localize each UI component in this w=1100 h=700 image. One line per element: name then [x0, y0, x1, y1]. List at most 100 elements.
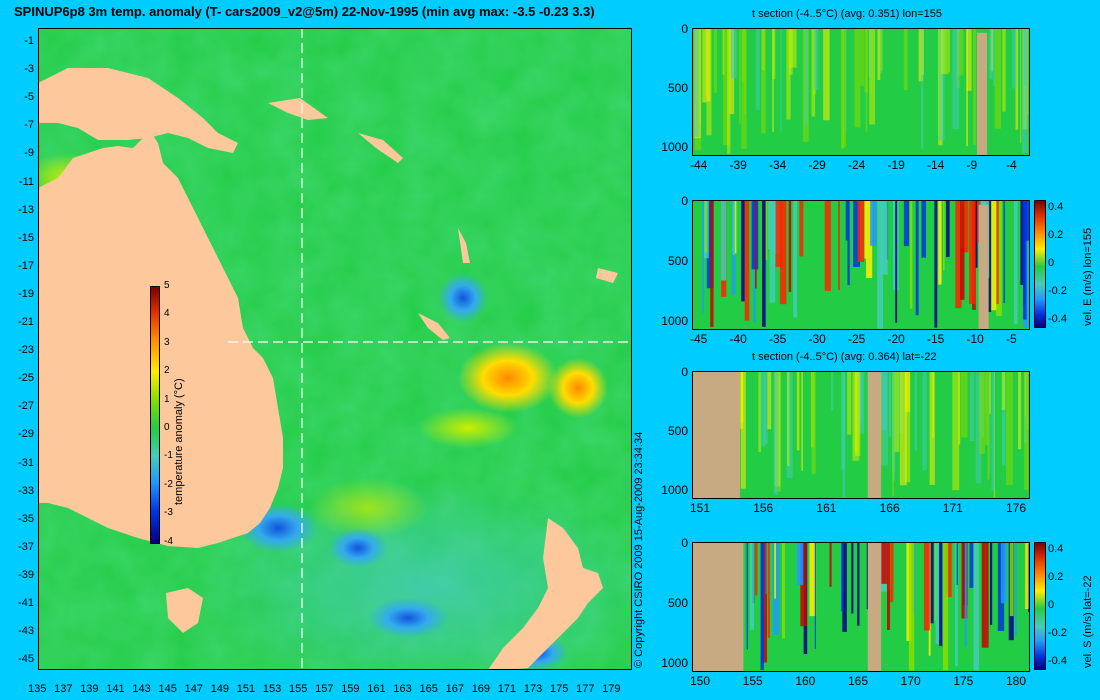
lat-tick-label: -1 — [24, 35, 34, 47]
section-x-tick: -25 — [848, 332, 866, 346]
lon-tick-label: 163 — [393, 683, 412, 695]
lat-tick-label: -5 — [24, 91, 34, 104]
section-panel-title: t section (-4..5°C) (avg: 0.364) lat=-22 — [752, 351, 937, 363]
lat-tick-label: -27 — [18, 400, 34, 413]
section-x-tick: -45 — [690, 332, 708, 346]
lat-tick-label: -29 — [18, 428, 34, 441]
section-depth-tick: 1000 — [661, 483, 688, 498]
section-x-tick: -4 — [1006, 158, 1017, 172]
section-colorbar-tick: 0.2 — [1048, 229, 1064, 241]
section-land-mask — [978, 204, 989, 329]
section-land-mask — [867, 543, 882, 671]
section-land-mask — [693, 372, 741, 498]
section-canvas — [693, 372, 1029, 498]
lon-tick-label: 159 — [341, 683, 360, 695]
section-x-tick: -15 — [927, 332, 945, 346]
section-x-tick: 176 — [1006, 501, 1027, 515]
section-x-tick: -30 — [808, 332, 826, 346]
lon-tick-label: 135 — [28, 683, 47, 695]
lon-tick-label: 161 — [367, 683, 386, 695]
section-colorbar-tick: -0.4 — [1048, 313, 1067, 325]
section-x-tick: -29 — [808, 158, 826, 172]
map-colorbar-tick: 4 — [164, 308, 170, 320]
section-panel-title: t section (-4..5°C) (avg: 0.351) lon=155 — [752, 8, 942, 20]
section-x-tick: -10 — [966, 332, 984, 346]
section-panel[interactable] — [692, 371, 1030, 499]
section-colorbar-tick: 0.4 — [1048, 543, 1064, 555]
section-x-tick: 171 — [942, 501, 963, 515]
section-x-tick: 150 — [690, 674, 711, 688]
lat-tick-label: -35 — [18, 512, 34, 525]
lon-tick-label: 167 — [445, 683, 464, 695]
section-colorbar — [1034, 200, 1046, 328]
map-colorbar-tick: 2 — [164, 365, 170, 377]
section-x-tick: -44 — [690, 158, 708, 172]
lat-tick-label: -45 — [18, 653, 34, 666]
map-colorbar — [150, 286, 160, 544]
lon-tick-label: 173 — [523, 683, 543, 695]
lon-tick-label: 143 — [132, 683, 151, 695]
temperature-anomaly-map[interactable] — [23, 28, 658, 698]
section-panel[interactable] — [692, 28, 1030, 156]
lat-tick-label: -9 — [24, 147, 34, 160]
lat-tick-label: -7 — [24, 119, 34, 132]
section-depth-tick: 1000 — [661, 656, 688, 671]
section-panel[interactable] — [692, 200, 1030, 330]
section-land-mask — [976, 32, 987, 155]
section-canvas — [702, 201, 1029, 329]
lon-tick-label: 155 — [289, 683, 308, 695]
new-caledonia-land — [418, 313, 450, 340]
section-x-tick: 160 — [795, 674, 816, 688]
lat-tick-label: -23 — [18, 344, 34, 357]
lon-tick-label: 149 — [210, 683, 230, 695]
section-depth-tick: 0 — [681, 365, 688, 379]
section-land-mask — [867, 372, 882, 498]
section-x-tick: -24 — [848, 158, 866, 172]
lat-tick-label: -13 — [18, 203, 34, 216]
section-depth-tick: 1000 — [661, 314, 688, 329]
lon-tick-label: 169 — [471, 683, 491, 695]
section-depth-tick: 0 — [681, 22, 688, 36]
section-x-tick: -19 — [887, 158, 905, 172]
section-x-tick: 165 — [848, 674, 869, 688]
copyright-label: © Copyright CSIRO 2009 15-Aug-2009 23:34… — [633, 431, 645, 668]
map-colorbar-tick: 3 — [164, 336, 170, 348]
lon-tick-label: 137 — [54, 683, 73, 695]
lon-tick-label: 141 — [106, 683, 125, 695]
map-colorbar-tick: 0 — [164, 422, 170, 433]
page-title: SPINUP6p8 3m temp. anomaly (T- cars2009_… — [14, 4, 595, 19]
lat-tick-label: -41 — [18, 597, 34, 609]
vanuatu-land — [458, 228, 470, 263]
section-depth-tick: 0 — [681, 536, 688, 550]
section-canvas — [693, 29, 1029, 155]
section-x-tick: -39 — [729, 158, 747, 172]
solomon-islands-land — [358, 133, 403, 163]
lon-tick-label: 157 — [315, 683, 334, 695]
section-depth-tick: 500 — [667, 81, 688, 96]
lon-tick-label: 151 — [236, 683, 256, 695]
lat-tick-label: -31 — [18, 456, 34, 469]
section-colorbar — [1034, 542, 1046, 670]
australia-land — [38, 128, 283, 548]
section-x-tick: 175 — [953, 674, 974, 688]
section-x-tick: 156 — [753, 501, 774, 515]
section-x-tick: -20 — [887, 332, 905, 346]
section-side-label: vel. S (m/s) lat=-22 — [1082, 575, 1094, 668]
section-x-tick: -34 — [769, 158, 787, 172]
lon-tick-label: 139 — [80, 683, 99, 695]
lon-tick-label: 153 — [262, 683, 282, 695]
section-depth-tick: 1000 — [661, 140, 688, 155]
section-colorbar-tick: 0 — [1048, 599, 1055, 611]
lon-tick-label: 147 — [184, 683, 203, 695]
section-colorbar-tick: -0.2 — [1048, 285, 1067, 297]
section-panel[interactable] — [692, 542, 1030, 672]
lat-tick-label: -15 — [18, 231, 34, 244]
section-x-tick: 166 — [879, 501, 900, 515]
section-x-tick: 180 — [1006, 674, 1027, 688]
section-canvas — [693, 543, 1029, 671]
section-colorbar-tick: 0 — [1048, 257, 1055, 269]
section-x-tick: -35 — [769, 332, 787, 346]
lon-tick-label: 179 — [602, 683, 621, 695]
lat-tick-label: -39 — [18, 568, 34, 581]
map-colorbar-tick: -3 — [164, 507, 173, 519]
